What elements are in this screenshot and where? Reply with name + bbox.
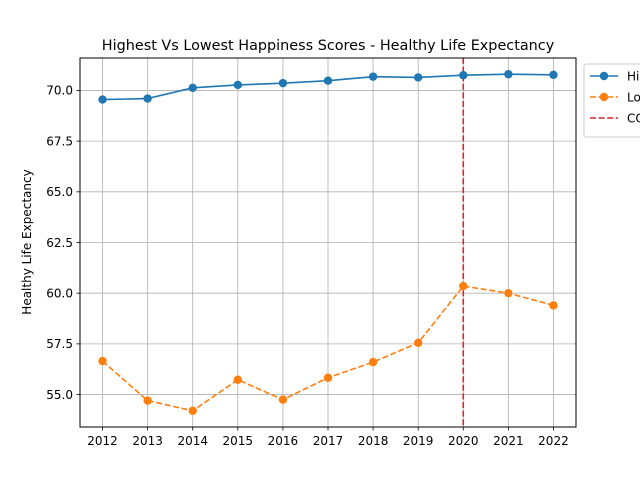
x-tick-label: 2022: [538, 434, 569, 448]
data-point: [413, 73, 423, 82]
x-tick-label: 2015: [223, 434, 254, 448]
legend-label: Hi: [627, 69, 639, 83]
x-tick-label: 2021: [493, 434, 524, 448]
data-point: [504, 70, 513, 79]
x-tick-label: 2017: [313, 434, 344, 448]
legend: Hi Lo CO: [583, 63, 640, 138]
legend-label: CO: [627, 111, 640, 125]
data-point: [459, 71, 468, 80]
data-point: [143, 94, 152, 103]
series-group: [98, 70, 558, 415]
x-axis: 2012 2013 2014 2015 2016 2017 2018 2019 2020 2021…: [87, 427, 569, 448]
legend-label: Lo: [627, 90, 640, 104]
x-tick-label: 2019: [403, 434, 434, 448]
data-point: [278, 395, 288, 404]
data-point: [323, 76, 333, 85]
legend-box: [583, 63, 640, 138]
data-point: [278, 78, 288, 88]
x-tick-label: 2018: [358, 434, 389, 448]
data-point: [323, 373, 333, 382]
gridlines: [80, 58, 576, 427]
chart-title: Highest Vs Lowest Happiness Scores - Hea…: [102, 38, 555, 54]
data-point: [549, 301, 558, 310]
x-tick-label: 2020: [448, 434, 479, 448]
data-point: [98, 356, 107, 366]
legend-marker: [599, 92, 609, 102]
data-point: [368, 72, 378, 81]
data-point: [368, 357, 378, 367]
data-point: [233, 375, 243, 384]
data-point: [504, 288, 513, 298]
data-point: [143, 396, 152, 405]
data-point: [413, 338, 423, 348]
data-point: [549, 70, 558, 80]
x-tick-label: 2014: [177, 434, 208, 448]
data-point: [188, 83, 197, 93]
y-tick-label: 55.0: [46, 388, 73, 402]
y-tick-label: 60.0: [46, 286, 73, 300]
legend-marker: [599, 71, 609, 81]
x-tick-label: 2016: [268, 434, 299, 448]
y-tick-label: 62.5: [46, 236, 73, 250]
y-tick-label: 67.5: [46, 134, 73, 148]
x-tick-label: 2013: [132, 434, 163, 448]
data-point: [98, 95, 107, 104]
y-tick-label: 65.0: [46, 185, 73, 199]
y-axis-label: Healthy Life Expectancy: [20, 169, 34, 314]
series-0: [98, 70, 558, 104]
y-tick-label: 70.0: [46, 84, 73, 98]
y-axis: 55.0 57.5 60.0 62.5 65.0 67.5 70.0: [46, 84, 80, 402]
data-point: [233, 80, 243, 90]
x-tick-label: 2012: [87, 434, 118, 448]
data-point: [459, 281, 468, 291]
y-tick-label: 57.5: [46, 337, 73, 351]
data-point: [188, 406, 197, 415]
series-1: [98, 281, 558, 415]
